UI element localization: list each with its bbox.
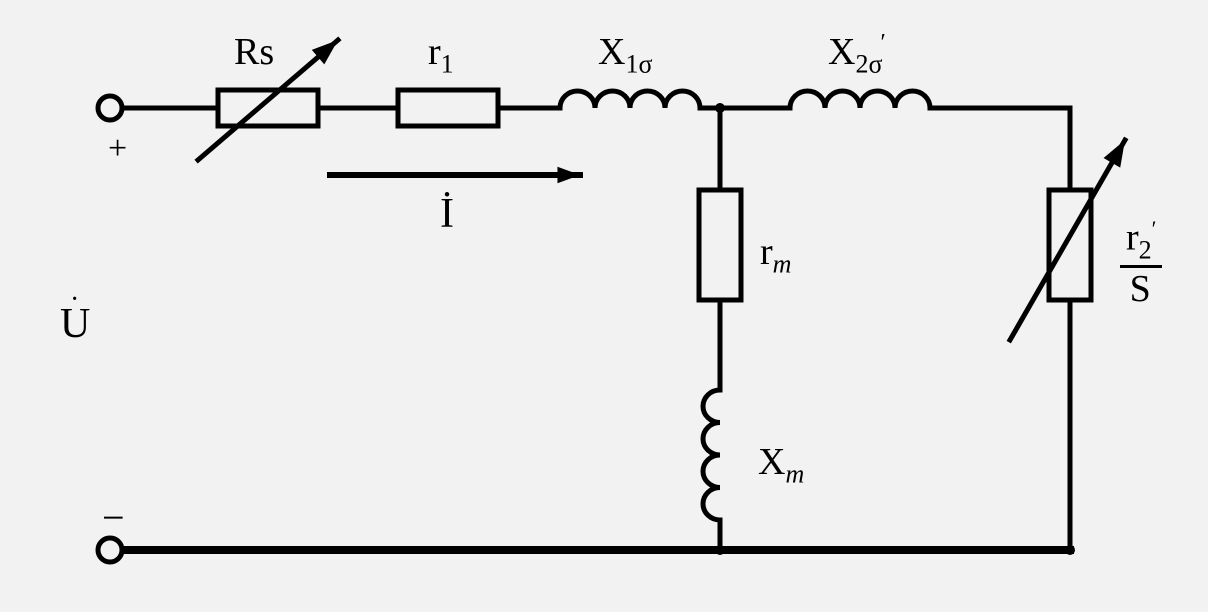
label-plus: + [108, 130, 127, 168]
label-U: · U [60, 300, 90, 348]
label-Xm: Xm [758, 440, 804, 490]
label-I: İ [440, 190, 454, 238]
label-r1: r1 [428, 30, 454, 80]
label-X2sigma: X2σ′ [828, 30, 886, 80]
label-X1sigma: X1σ [598, 30, 652, 80]
label-Rs: Rs [234, 30, 274, 74]
circuit-svg [0, 0, 1208, 612]
label-rm: rm [760, 230, 791, 280]
label-minus: − [102, 494, 125, 541]
label-r2-over-s: r2′ S [1120, 218, 1162, 311]
